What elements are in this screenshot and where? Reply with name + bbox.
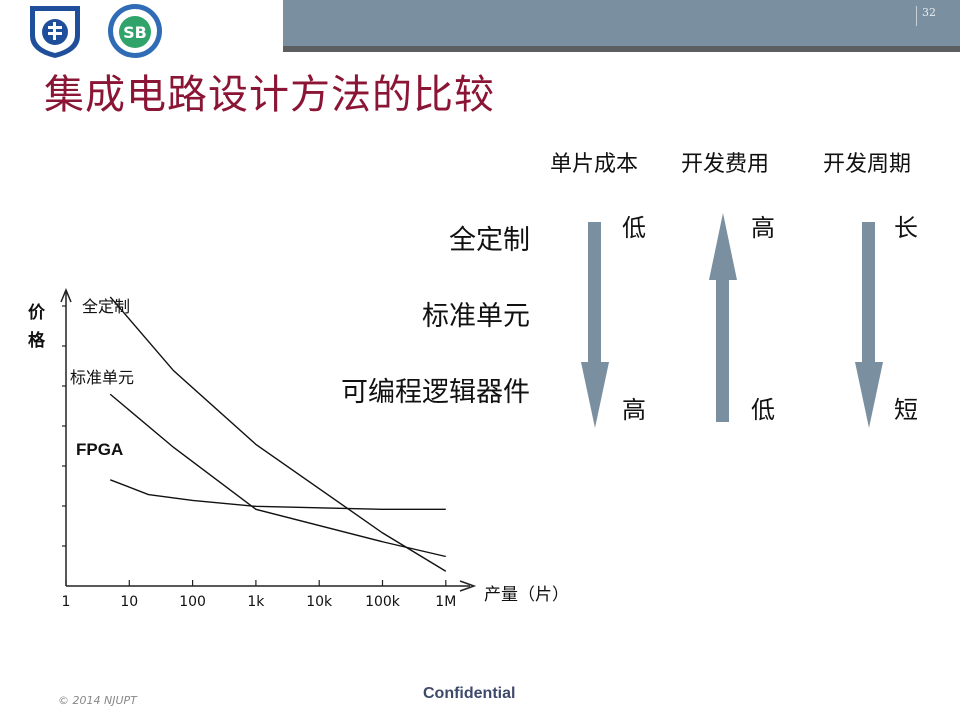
slide-title: 集成电路设计方法的比较 (44, 72, 495, 118)
y-axis-label-line1: 价 (28, 303, 46, 323)
series-label-全定制: 全定制 (82, 297, 130, 316)
series-label-标准单元: 标准单元 (70, 368, 134, 387)
x-tick-label: 1 (62, 594, 71, 610)
row-label-pld: 可编程逻辑器件 (341, 377, 530, 408)
series-line-标准单元 (109, 393, 446, 558)
arrow-up-dev-cost (709, 213, 737, 422)
university-seal-logo (26, 2, 84, 60)
school-logo: SB (106, 2, 164, 60)
footer-confidential: Confidential (423, 685, 516, 702)
row-label-standard-cell: 标准单元 (422, 301, 530, 332)
unit-cost-bottom-label: 高 (622, 396, 646, 424)
x-tick-label: 1M (435, 594, 456, 610)
unit-cost-top-label: 低 (622, 214, 646, 242)
arrow-down-dev-cycle (855, 222, 883, 428)
y-axis-arrowhead (60, 288, 72, 303)
column-header-dev-cycle: 开发周期 (823, 152, 912, 177)
series-label-FPGA: FPGA (76, 440, 123, 459)
column-header-dev-cost: 开发费用 (681, 152, 770, 177)
dev-cycle-bottom-label: 短 (894, 396, 918, 424)
x-tick-label: 10k (306, 594, 333, 610)
header-underline (283, 46, 960, 52)
svg-text:SB: SB (123, 23, 147, 42)
arrow-down-unit-cost (581, 222, 609, 428)
footer-copyright: © 2014 NJUPT (58, 694, 137, 707)
page-number-divider (916, 6, 917, 26)
header-bar (283, 0, 960, 46)
column-header-unit-cost: 单片成本 (550, 152, 639, 177)
dev-cost-bottom-label: 低 (751, 396, 775, 424)
row-label-full-custom: 全定制 (449, 225, 530, 256)
series-line-全定制 (109, 296, 447, 572)
series-line-FPGA (109, 479, 446, 511)
x-axis-label: 产量（片） (484, 585, 569, 605)
x-tick-label: 1k (247, 594, 265, 610)
x-tick-label: 100 (179, 594, 206, 610)
dev-cycle-top-label: 长 (894, 214, 918, 242)
x-axis-arrowhead (459, 580, 477, 592)
y-axis-label-line2: 格 (28, 330, 46, 351)
x-tick-label: 10 (120, 594, 138, 610)
x-tick-label: 100k (365, 594, 401, 610)
page-number: 32 (922, 6, 936, 19)
dev-cost-top-label: 高 (751, 214, 775, 242)
